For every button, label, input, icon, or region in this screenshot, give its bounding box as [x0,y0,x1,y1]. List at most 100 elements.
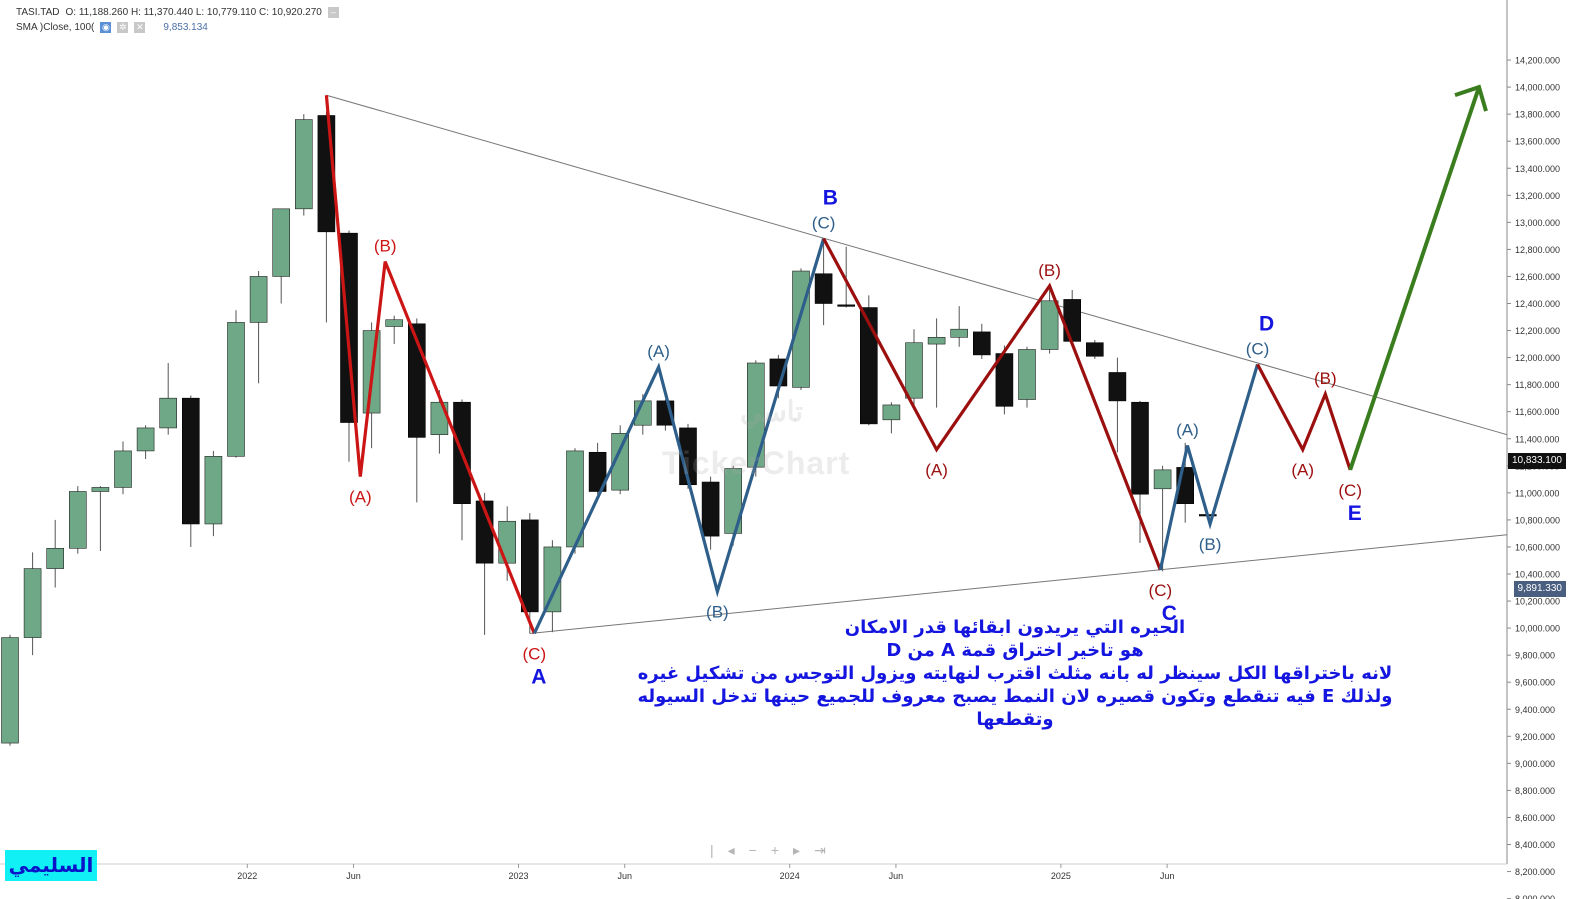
candle [498,520,517,564]
price-tick-label: 12,800.000 [1515,245,1560,255]
candle [859,307,878,425]
candle [182,397,200,525]
candle [611,433,630,491]
wave-label: (C) [812,214,836,233]
left-arrow-icon[interactable]: ◂ [727,842,735,858]
price-tick-label: 10,000.000 [1515,624,1560,634]
price-tick-label: 9,600.000 [1515,678,1555,688]
analysis-note: الحيره التي يريدون ابقائها قدر الامكان ه… [600,616,1430,731]
candle [114,450,132,488]
right-arrow-icon[interactable]: ▸ [793,842,801,858]
major-wave-label: A [531,666,546,689]
wave-label: (C) [1338,481,1362,500]
wave-label: (A) [1291,461,1314,480]
price-tick-label: 8,600.000 [1515,813,1555,823]
candle [1,637,19,744]
price-tick-label: 14,200.000 [1515,56,1560,66]
price-tick-label: 13,200.000 [1515,191,1560,201]
price-tick-label: 9,400.000 [1515,705,1555,715]
ohlc-values: O: 11,188.260 H: 11,370.440 L: 10,779.11… [65,7,322,18]
note-line: لانه باختراقها الكل سينظر له بانه مثلث ا… [637,663,1393,684]
candle [91,487,110,492]
wave-blue [1158,363,1260,571]
wave-green-arrow [1348,86,1481,471]
price-tick-label: 13,800.000 [1515,110,1560,120]
price-tick-label: 13,400.000 [1515,164,1560,174]
author-badge: السليمي [5,850,97,881]
candle [905,342,923,399]
wave-label: (B) [1199,535,1222,554]
candle [724,468,743,534]
price-tick-label: 11,600.000 [1515,407,1559,417]
time-tick-label: 2024 [780,871,800,881]
major-wave-label: B [823,187,838,210]
price-tick-label: 13,600.000 [1515,137,1560,147]
symbol-label: TASI.TAD [16,7,60,18]
price-tick-label: 10,600.000 [1515,542,1560,552]
candle [159,397,177,429]
candle [1108,372,1127,402]
wave-label: (C) [1149,581,1173,600]
candle [227,322,245,457]
candle [972,331,991,356]
sma-label: SMA )Close, 100( [16,22,95,33]
candle [46,548,65,569]
price-tick-label: 9,000.000 [1515,759,1555,769]
settings-icon[interactable]: ✲ [117,22,129,33]
time-tick-label: 2023 [508,871,528,881]
close-icon[interactable]: ✕ [134,22,146,33]
time-tick-label: 2022 [237,871,257,881]
candle [294,119,313,210]
candle [1131,401,1149,495]
pipe-icon: | [710,842,714,858]
note-line: ولذلك E فيه تنقطع وتكون قصيره لان النمط … [637,686,1393,730]
wave-label: (A) [647,342,670,361]
wave-label: (B) [374,237,397,256]
wave-label: (C) [1246,339,1270,358]
candle [204,456,223,525]
candle [136,427,155,452]
last-price-tag: 10,833.100 [1507,453,1566,469]
plus-icon[interactable]: + [770,842,780,858]
candle [1086,342,1104,357]
wave-label: (A) [349,488,372,507]
collapse-icon[interactable]: – [327,7,339,18]
price-tick-label: 12,200.000 [1515,326,1560,336]
price-tick-label: 13,000.000 [1515,218,1560,228]
chart-navigation: | ◂ − + ▸ ⇥ [710,842,826,859]
candle [950,328,969,338]
wave-label: (B) [706,603,729,622]
price-tick-label: 11,000.000 [1515,488,1559,498]
price-tick-label: 8,000.000 [1515,894,1555,899]
triangle-trendline [529,534,1508,635]
ohlc-row: TASI.TAD O: 11,188.260 H: 11,370.440 L: … [16,5,339,20]
candle [1040,300,1059,350]
sma-value: 9,853.134 [163,22,208,33]
green-arrow-head [1454,84,1488,112]
candle [385,319,404,327]
wave-label: (A) [925,461,948,480]
minus-icon[interactable]: − [748,842,757,858]
wave-label: (B) [1314,369,1337,388]
price-tick-label: 11,800.000 [1515,380,1559,390]
candle [882,404,901,421]
major-wave-label: E [1348,502,1362,525]
time-tick-label: Jun [346,871,361,881]
time-tick-label: Jun [617,871,632,881]
wave-blue [532,238,826,635]
candle [701,481,720,537]
candle [588,451,607,492]
wave-label: (C) [523,645,547,664]
candle [1063,299,1081,342]
candle [23,568,42,638]
candle [1153,469,1172,490]
wave-red [324,95,536,635]
end-icon[interactable]: ⇥ [814,842,826,858]
price-tick-label: 14,000.000 [1515,83,1560,93]
price-tick-label: 10,200.000 [1515,597,1560,607]
wave-dark-red [822,237,1162,571]
candle [1018,349,1036,400]
eye-icon[interactable]: ◉ [100,22,112,33]
price-tick-label: 9,200.000 [1515,732,1555,742]
